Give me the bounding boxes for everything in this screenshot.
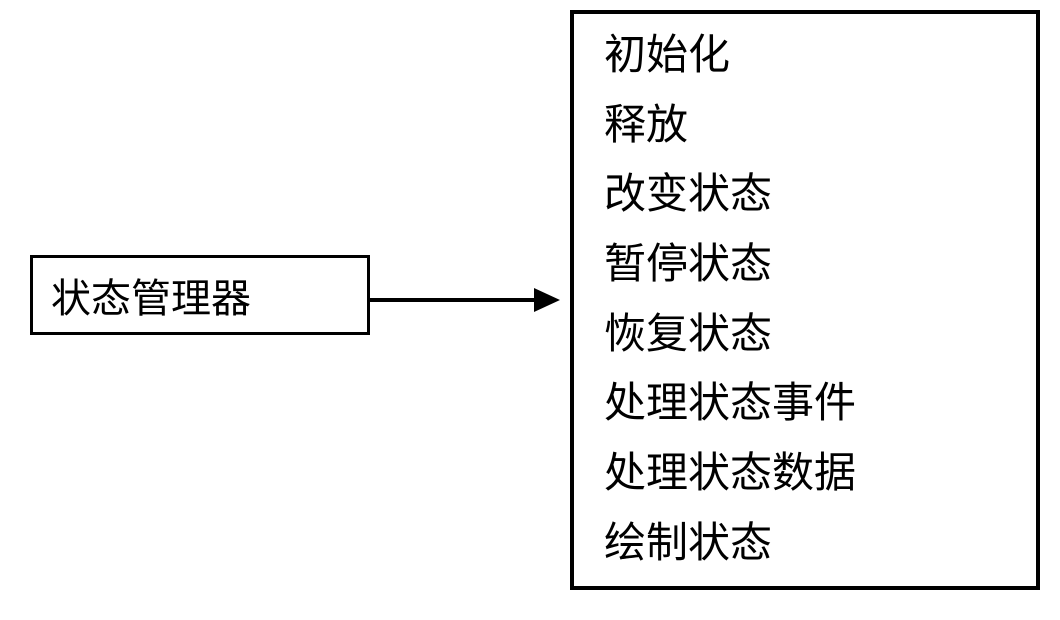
state-manager-label: 状态管理器 xyxy=(51,266,251,324)
arrow-line xyxy=(370,298,534,302)
state-manager-box: 状态管理器 xyxy=(30,255,370,335)
state-operation-item: 改变状态 xyxy=(604,173,1016,217)
arrow-head-icon xyxy=(534,288,560,312)
diagram-canvas: 状态管理器 初始化释放改变状态暂停状态恢复状态处理状态事件处理状态数据绘制状态 xyxy=(0,0,1060,620)
state-operations-box: 初始化释放改变状态暂停状态恢复状态处理状态事件处理状态数据绘制状态 xyxy=(570,10,1040,590)
state-operation-item: 恢复状态 xyxy=(604,313,1016,357)
state-operation-item: 初始化 xyxy=(604,34,1016,78)
state-operation-item: 绘制状态 xyxy=(604,522,1016,566)
state-operation-item: 释放 xyxy=(604,104,1016,148)
state-operation-item: 处理状态事件 xyxy=(604,382,1016,426)
state-operation-item: 暂停状态 xyxy=(604,243,1016,287)
state-operation-item: 处理状态数据 xyxy=(604,452,1016,496)
